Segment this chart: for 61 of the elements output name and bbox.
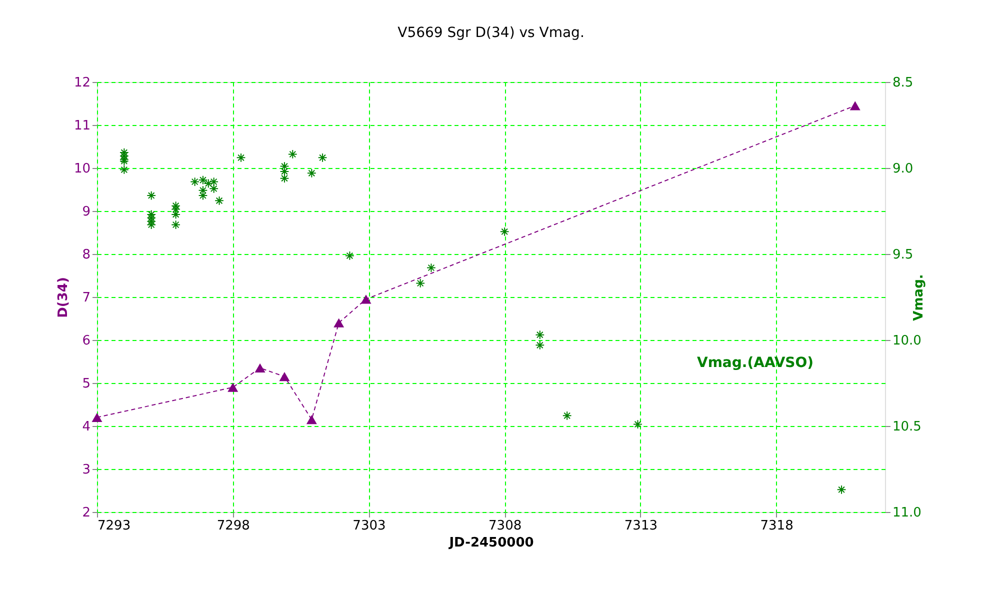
y-tick-label: 10 — [74, 162, 90, 176]
point — [633, 420, 642, 429]
point — [345, 251, 354, 260]
y-tick-label: 4 — [82, 420, 90, 434]
x-tick-label: 7303 — [352, 518, 386, 534]
point — [146, 220, 156, 230]
point — [334, 318, 344, 328]
y-axis-title: D(34) — [56, 277, 71, 318]
y-tick-label: 12 — [74, 76, 90, 90]
point — [850, 101, 860, 110]
point — [279, 372, 290, 382]
chart-title: V5669 Sgr D(34) vs Vmag. — [398, 25, 584, 41]
y2-tick-label: 10.0 — [892, 334, 922, 348]
point — [254, 363, 266, 372]
point — [280, 162, 290, 171]
point — [198, 190, 208, 200]
y-tick-label: 9 — [82, 204, 90, 220]
point — [92, 412, 102, 422]
point — [416, 278, 426, 288]
text: Vmag.(AAVSO) — [697, 355, 814, 371]
y2-tick-label: 10.5 — [892, 420, 922, 434]
point — [535, 340, 545, 350]
point — [280, 174, 290, 184]
point — [426, 263, 436, 272]
y2-axis-title: Vmag. — [911, 274, 926, 321]
y-tick-label: 6 — [82, 334, 90, 348]
x-tick-label: 7308 — [488, 518, 522, 534]
point — [228, 382, 238, 392]
point — [562, 410, 572, 420]
y-tick-label: 2 — [82, 506, 90, 520]
point — [214, 196, 224, 206]
y-tick-label: 5 — [82, 376, 90, 392]
point — [535, 330, 545, 340]
y-tick-label: 3 — [82, 462, 90, 478]
point — [119, 165, 129, 174]
x-tick-label: 7318 — [760, 518, 794, 534]
point — [288, 150, 298, 159]
y2-tick-label: 9.5 — [892, 248, 914, 262]
point — [306, 415, 317, 424]
y-tick-label: 7 — [82, 290, 90, 306]
y-tick-label: 8 — [82, 248, 90, 262]
point — [500, 226, 510, 236]
y-tick-label: 11 — [74, 118, 90, 134]
point — [236, 152, 246, 162]
y2-tick-label: 8.5 — [892, 76, 914, 90]
point — [198, 186, 208, 196]
x-tick-label: 7293 — [98, 518, 131, 534]
point — [836, 484, 846, 494]
point — [318, 152, 328, 162]
point — [360, 294, 372, 304]
point — [171, 210, 180, 220]
x-tick-label: 7313 — [624, 518, 658, 534]
y2-tick-label: 11.0 — [892, 506, 922, 520]
x-tick-label: 7298 — [216, 518, 250, 534]
x-axis-title: JD-2450000 — [448, 536, 534, 550]
point — [280, 166, 290, 176]
point — [306, 168, 316, 178]
point — [171, 220, 180, 230]
y2-tick-label: 9.0 — [892, 162, 914, 176]
point — [146, 190, 156, 200]
point — [209, 184, 219, 194]
